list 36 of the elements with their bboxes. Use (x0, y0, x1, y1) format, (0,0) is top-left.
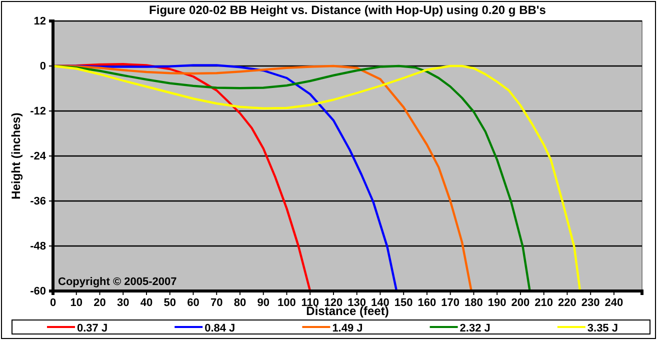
x-tick-label: 10 (70, 296, 82, 309)
legend-label: 0.84 J (204, 322, 236, 334)
x-tick-label: 230 (581, 296, 600, 309)
x-tick-label: 50 (164, 296, 176, 309)
x-tick-label: 150 (394, 296, 413, 309)
y-tick-label: -24 (30, 150, 47, 163)
legend-label: 0.37 J (77, 322, 108, 334)
annotation: Copyright © 2005-2007 (58, 276, 177, 288)
legend-label: 3.35 J (587, 322, 618, 334)
x-tick-label: 200 (511, 296, 530, 309)
x-tick-label: 220 (558, 296, 576, 309)
y-tick-label: -36 (30, 196, 46, 208)
x-tick-label: 80 (234, 296, 246, 309)
x-tick-label: 0 (50, 296, 56, 309)
x-tick-label: 40 (140, 296, 153, 309)
y-tick-label: -12 (30, 106, 46, 118)
legend-label: 1.49 J (332, 322, 363, 334)
x-tick-label: 190 (488, 296, 506, 309)
x-tick-label: 60 (187, 296, 200, 309)
x-tick-label: 180 (464, 296, 483, 309)
y-axis-title: Height (inches) (9, 112, 23, 200)
y-tick-label: 0 (40, 60, 46, 73)
x-tick-label: 30 (116, 296, 130, 309)
y-tick-label: -48 (30, 240, 46, 253)
x-tick-label: 210 (534, 296, 554, 309)
chart-title: Figure 020-02 BB Height vs. Distance (with Hop-Up) using 0.20 g BB's (149, 3, 546, 17)
x-tick-label: 90 (257, 296, 270, 309)
legend-label: 2.32 J (460, 322, 490, 334)
x-tick-label: 100 (278, 296, 296, 309)
x-tick-label: 240 (604, 296, 624, 309)
y-tick-label: -60 (30, 286, 46, 298)
x-tick-label: 70 (210, 296, 223, 309)
x-tick-label: 170 (441, 296, 460, 309)
x-tick-label: 160 (418, 296, 436, 309)
y-tick-label: 12 (34, 16, 46, 28)
x-tick-label: 20 (94, 296, 106, 309)
